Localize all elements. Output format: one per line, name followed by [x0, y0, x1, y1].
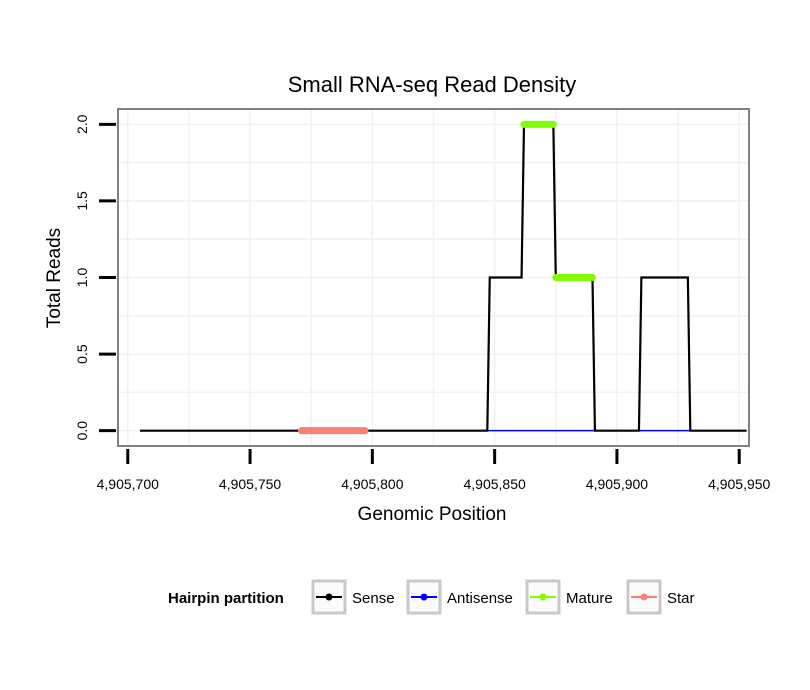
x-tick-label: 4,905,700 — [97, 476, 159, 492]
x-axis-title: Genomic Position — [358, 504, 507, 525]
y-tick-label: 0.5 — [74, 344, 90, 364]
legend-label: Star — [667, 590, 695, 607]
legend-key-point — [539, 593, 547, 601]
y-axis-title: Total Reads — [44, 228, 65, 328]
legend-label: Sense — [352, 590, 395, 607]
x-tick-label: 4,905,750 — [219, 476, 281, 492]
legend-label: Mature — [566, 590, 613, 607]
y-tick-label: 1.5 — [74, 191, 90, 211]
x-tick-label: 4,905,950 — [708, 476, 770, 492]
y-tick-label: 2.0 — [74, 114, 90, 134]
legend-key-point — [420, 593, 428, 601]
chart-title: Small RNA-seq Read Density — [288, 72, 577, 97]
legend: Hairpin partition Sense Antisense Mature St… — [168, 579, 695, 615]
legend-title: Hairpin partition — [168, 590, 284, 607]
x-tick-label: 4,905,900 — [586, 476, 648, 492]
legend-key-point — [325, 593, 333, 601]
y-tick-label: 1.0 — [74, 268, 90, 288]
y-tick-label: 0.0 — [74, 421, 90, 441]
axes: 4,905,700 4,905,750 4,905,800 4,905,850 4,90… — [74, 114, 771, 492]
x-tick-label: 4,905,800 — [341, 476, 403, 492]
series-layer — [140, 120, 747, 435]
plot-panel-border — [117, 108, 750, 447]
legend-key-point — [640, 593, 648, 601]
x-tick-label: 4,905,850 — [463, 476, 525, 492]
legend-label: Antisense — [447, 590, 513, 607]
